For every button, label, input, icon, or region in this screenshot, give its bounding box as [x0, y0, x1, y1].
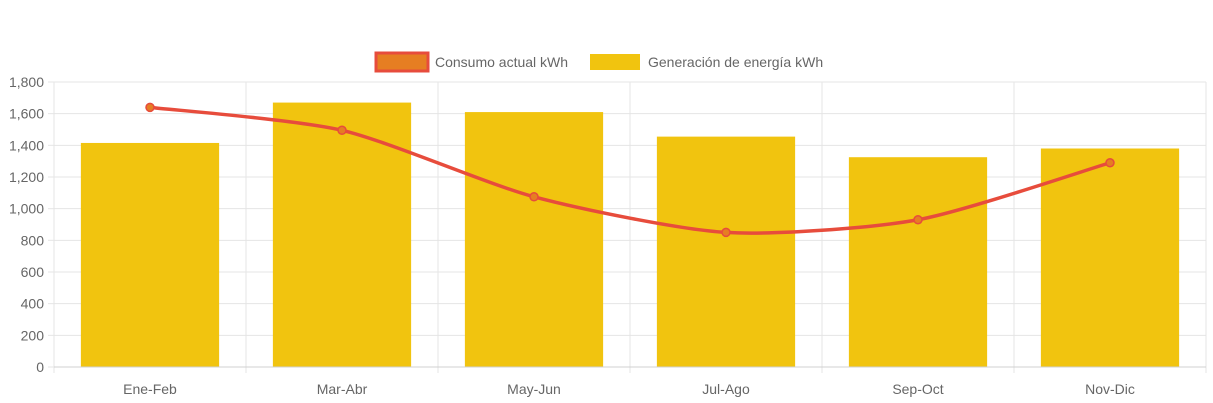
y-tick-label: 1,400 [9, 137, 44, 153]
x-tick-label: Ene-Feb [123, 381, 177, 397]
y-tick-label: 400 [21, 296, 45, 312]
y-tick-label: 800 [21, 232, 45, 248]
point-consumo[interactable] [529, 192, 539, 202]
grid-lines [53, 81, 1207, 373]
y-tick-label: 200 [21, 327, 45, 343]
y-tick-label: 1,200 [9, 169, 44, 185]
legend-label-consumo: Consumo actual kWh [435, 54, 568, 70]
x-tick-label: Jul-Ago [702, 381, 750, 397]
x-tick-label: Mar-Abr [317, 381, 368, 397]
x-tick-label: Sep-Oct [892, 381, 943, 397]
bar-series [80, 102, 1180, 368]
y-tick-label: 0 [36, 359, 44, 375]
legend-swatch-consumo [374, 51, 430, 73]
legend-item-consumo[interactable]: Consumo actual kWh [374, 51, 568, 73]
bar-generacion[interactable] [1040, 148, 1180, 368]
legend: Consumo actual kWh Generación de energía… [374, 51, 823, 73]
line-series [145, 102, 1115, 238]
y-tick-label: 1,600 [9, 106, 44, 122]
point-consumo[interactable] [1105, 158, 1115, 168]
y-tick-label: 1,800 [9, 74, 44, 90]
point-consumo[interactable] [337, 125, 347, 136]
line-consumo [149, 105, 1111, 235]
bar-generacion[interactable] [464, 112, 604, 367]
y-tick-label: 600 [21, 264, 45, 280]
legend-item-generacion[interactable]: Generación de energía kWh [590, 54, 823, 70]
legend-label-generacion: Generación de energía kWh [648, 54, 823, 70]
x-tick-label: May-Jun [507, 381, 561, 397]
bar-generacion[interactable] [656, 136, 796, 367]
x-tick-label: Nov-Dic [1085, 381, 1135, 397]
bar-generacion[interactable] [80, 142, 220, 367]
y-tick-label: 1,000 [9, 201, 44, 217]
point-consumo[interactable] [145, 102, 155, 113]
point-consumo[interactable] [913, 215, 923, 225]
point-consumo[interactable] [721, 227, 731, 238]
legend-swatch-generacion [590, 54, 640, 70]
bar-generacion[interactable] [272, 102, 412, 367]
bar-generacion[interactable] [848, 157, 988, 367]
axes: 0 200 400 600 800 1,000 1,200 1,400 1,600 1,800 En… [9, 74, 1206, 397]
